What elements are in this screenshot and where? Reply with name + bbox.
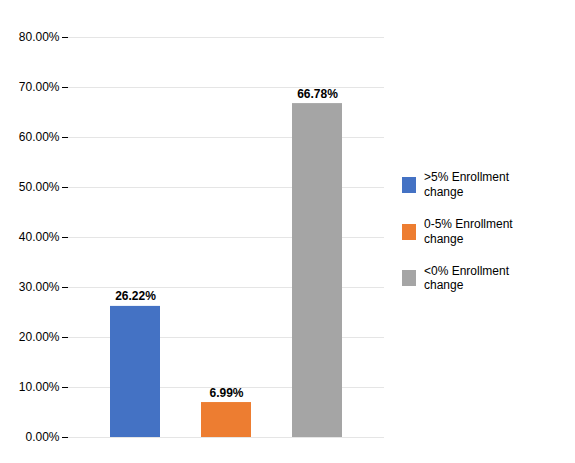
html-text:<0% Enrollment change: <0% Enrollment change — [424, 263, 509, 293]
html-text:>5% Enrollment change: >5% Enrollment change — [424, 170, 509, 199]
svg-text:60.00%: 60.00% — [19, 130, 60, 144]
svg-text:70.00%: 70.00% — [19, 80, 60, 94]
svg-text:0.00%: 0.00% — [25, 430, 59, 444]
svg-text:66.78%: 66.78% — [297, 86, 338, 100]
svg-text:10.00%: 10.00% — [19, 380, 60, 394]
svg-text:40.00%: 40.00% — [19, 230, 60, 244]
svg-text:80.00%: 80.00% — [19, 30, 60, 44]
svg-text:20.00%: 20.00% — [19, 330, 60, 344]
svg-text:26.22%: 26.22% — [115, 289, 156, 303]
svg-text:50.00%: 50.00% — [19, 180, 60, 194]
html-text:0-5% Enrollment change: 0-5% Enrollment change — [424, 217, 513, 246]
svg-text:30.00%: 30.00% — [19, 280, 60, 294]
svg-text:6.99%: 6.99% — [209, 385, 243, 399]
